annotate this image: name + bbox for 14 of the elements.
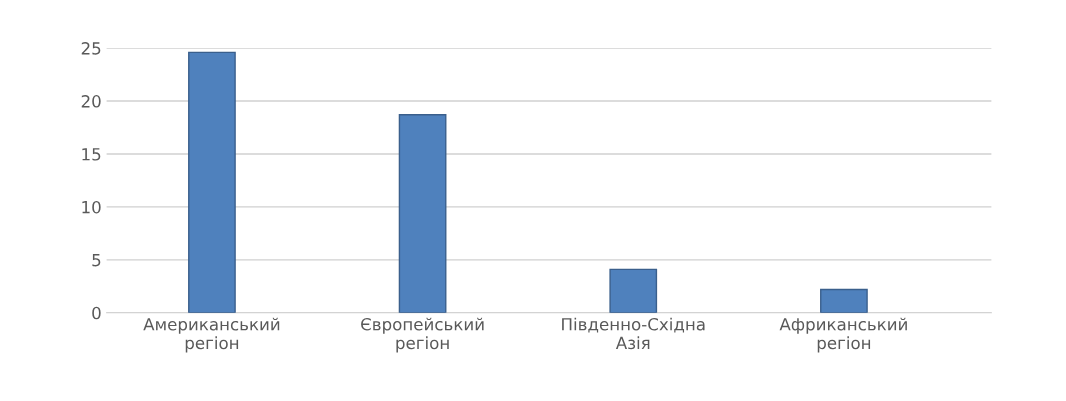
y-tick-label: 20 — [81, 95, 101, 108]
bar — [188, 51, 236, 313]
bar — [820, 288, 868, 313]
x-tick-label: Європейський регіон — [361, 317, 484, 353]
y-tick-label: 0 — [92, 306, 101, 320]
y-tick-label: 10 — [82, 200, 101, 214]
x-tick-label: Американський регіон — [143, 317, 280, 353]
bar — [398, 114, 447, 313]
x-tick-label: Африканський регіон — [779, 317, 907, 353]
y-tick-label: 25 — [81, 42, 101, 55]
x-tick-label: Південно-Східна Азія — [562, 317, 705, 350]
bar — [609, 268, 658, 313]
y-tick-label: 5 — [92, 254, 101, 267]
y-tick-label: 15 — [82, 148, 101, 161]
